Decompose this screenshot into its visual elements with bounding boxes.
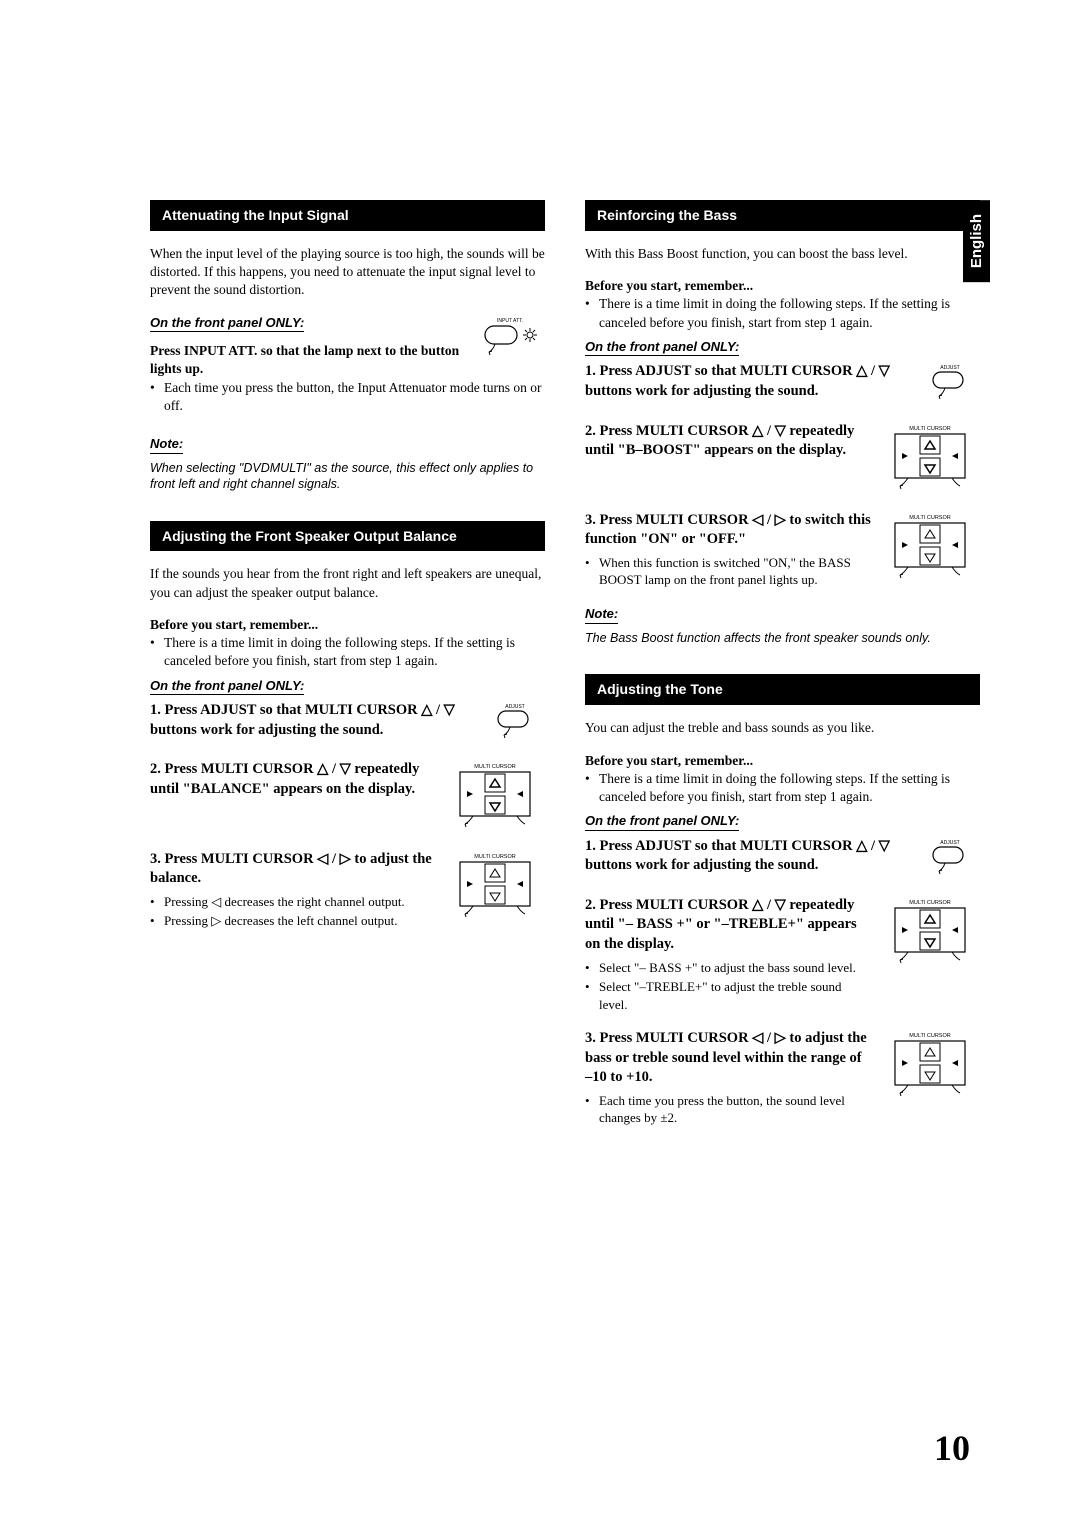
multi-cursor-updown-icon: MULTI CURSOR [880,422,980,497]
attenuating-intro: When the input level of the playing sour… [150,245,545,300]
panel-label: On the front panel ONLY: [150,677,304,696]
tone-step3-text: 3. Press MULTI CURSOR ◁ / ▷ to adjust th… [585,1029,872,1088]
tone-step3a: Each time you press the button, the soun… [599,1092,872,1127]
adjust-button-icon: ADJUST [490,701,545,746]
svg-text:ADJUST: ADJUST [940,365,959,371]
bass-intro: With this Bass Boost function, you can b… [585,245,980,263]
balance-step2-text: 2. Press MULTI CURSOR △ / ▽ repeatedly u… [150,760,437,799]
balance-before-text: There is a time limit in doing the follo… [164,634,545,670]
balance-step-3: 3. Press MULTI CURSOR ◁ / ▷ to adjust th… [150,850,545,932]
right-column: Reinforcing the Bass With this Bass Boos… [585,200,980,1143]
panel-label: On the front panel ONLY: [150,314,304,333]
svg-text:MULTI CURSOR: MULTI CURSOR [909,900,950,906]
bass-step-3: 3. Press MULTI CURSOR ◁ / ▷ to switch th… [585,511,980,591]
section-balance-title: Adjusting the Front Speaker Output Balan… [150,521,545,551]
multi-cursor-leftright-icon: MULTI CURSOR [880,1029,980,1104]
tone-step-1: 1. Press ADJUST so that MULTI CURSOR △ /… [585,837,980,882]
bass-step1-text: 1. Press ADJUST so that MULTI CURSOR △ /… [585,362,917,401]
tone-before-text: There is a time limit in doing the follo… [599,770,980,806]
before-start-label: Before you start, remember... [150,616,545,634]
multi-cursor-leftright-icon: MULTI CURSOR [880,511,980,586]
attenuating-bullet-text: Each time you press the button, the Inpu… [164,379,545,415]
svg-text:MULTI CURSOR: MULTI CURSOR [909,426,950,432]
multi-cursor-leftright-icon: MULTI CURSOR [445,850,545,925]
input-att-icon: INPUT ATT. [475,314,545,364]
balance-step3a: Pressing ◁ decreases the right channel o… [164,893,405,911]
svg-text:MULTI CURSOR: MULTI CURSOR [474,854,515,860]
balance-step3-text: 3. Press MULTI CURSOR ◁ / ▷ to adjust th… [150,850,437,889]
tone-step-3: 3. Press MULTI CURSOR ◁ / ▷ to adjust th… [585,1029,980,1129]
attenuating-note: When selecting "DVDMULTI" as the source,… [150,460,545,494]
tone-step2a: Select "– BASS +" to adjust the bass sou… [599,959,856,977]
balance-step1-text: 1. Press ADJUST so that MULTI CURSOR △ /… [150,701,482,740]
multi-cursor-updown-icon: MULTI CURSOR [445,760,545,835]
left-column: Attenuating the Input Signal When the in… [150,200,545,1143]
tone-step1-text: 1. Press ADJUST so that MULTI CURSOR △ /… [585,837,917,876]
section-attenuating-title: Attenuating the Input Signal [150,200,545,231]
panel-label: On the front panel ONLY: [585,812,739,831]
svg-text:ADJUST: ADJUST [940,840,959,846]
bass-step3-text: 3. Press MULTI CURSOR ◁ / ▷ to switch th… [585,511,872,550]
svg-text:MULTI CURSOR: MULTI CURSOR [474,764,515,770]
adjust-button-icon: ADJUST [925,362,980,407]
balance-step-2: 2. Press MULTI CURSOR △ / ▽ repeatedly u… [150,760,545,835]
attenuating-bullet: •Each time you press the button, the Inp… [150,379,545,415]
section-tone-title: Adjusting the Tone [585,674,980,705]
svg-text:MULTI CURSOR: MULTI CURSOR [909,1033,950,1039]
content-columns: Attenuating the Input Signal When the in… [150,200,980,1143]
svg-text:MULTI CURSOR: MULTI CURSOR [909,515,950,521]
tone-step2-text: 2. Press MULTI CURSOR △ / ▽ repeatedly u… [585,896,872,955]
before-start-label: Before you start, remember... [585,277,980,295]
balance-step3b: Pressing ▷ decreases the left channel ou… [164,912,397,930]
panel-label: On the front panel ONLY: [585,338,739,357]
section-bass-title: Reinforcing the Bass [585,200,980,231]
bass-step2-text: 2. Press MULTI CURSOR △ / ▽ repeatedly u… [585,422,872,461]
adjust-button-icon: ADJUST [925,837,980,882]
tone-intro: You can adjust the treble and bass sound… [585,719,980,737]
press-input-att: Press INPUT ATT. so that the lamp next t… [150,342,469,378]
note-label: Note: [585,605,618,624]
svg-text:INPUT ATT.: INPUT ATT. [497,318,523,324]
bass-step-1: 1. Press ADJUST so that MULTI CURSOR △ /… [585,362,980,407]
svg-text:ADJUST: ADJUST [505,704,524,710]
balance-before-bullet: •There is a time limit in doing the foll… [150,634,545,670]
bass-step-2: 2. Press MULTI CURSOR △ / ▽ repeatedly u… [585,422,980,497]
bass-note: The Bass Boost function affects the fron… [585,630,980,647]
tone-before-bullet: •There is a time limit in doing the foll… [585,770,980,806]
bass-before-text: There is a time limit in doing the follo… [599,295,980,331]
multi-cursor-updown-icon: MULTI CURSOR [880,896,980,971]
balance-intro: If the sounds you hear from the front ri… [150,565,545,601]
balance-step-1: 1. Press ADJUST so that MULTI CURSOR △ /… [150,701,545,746]
language-tab: English [963,200,990,282]
bass-before-bullet: •There is a time limit in doing the foll… [585,295,980,331]
tone-step2b: Select "–TREBLE+" to adjust the treble s… [599,978,872,1013]
note-label: Note: [150,435,183,454]
page-number: 10 [934,1427,970,1469]
tone-step-2: 2. Press MULTI CURSOR △ / ▽ repeatedly u… [585,896,980,1015]
bass-step3a: When this function is switched "ON," the… [599,554,872,589]
before-start-label: Before you start, remember... [585,752,980,770]
